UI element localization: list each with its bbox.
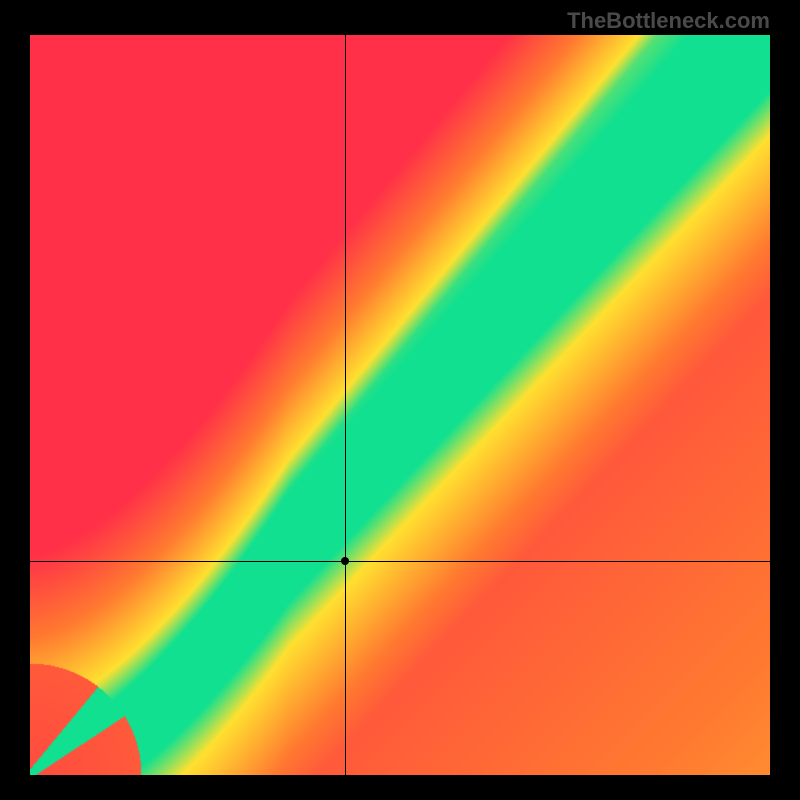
crosshair-vertical — [345, 35, 346, 775]
bottleneck-heatmap — [30, 35, 770, 775]
marker-dot — [341, 557, 349, 565]
chart-container: TheBottleneck.com — [0, 0, 800, 800]
crosshair-horizontal — [30, 561, 770, 562]
watermark-text: TheBottleneck.com — [567, 8, 770, 34]
